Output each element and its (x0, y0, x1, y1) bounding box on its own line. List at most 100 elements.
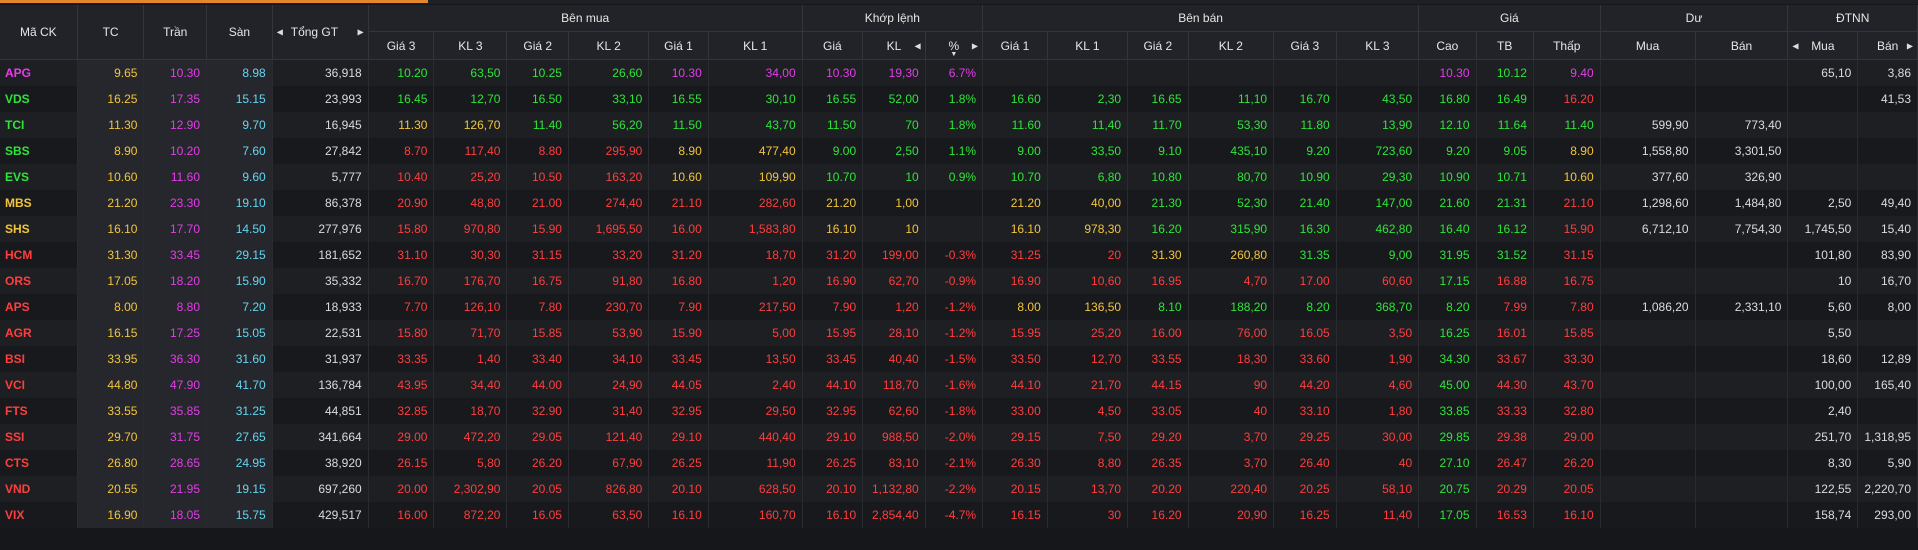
cell-symbol[interactable]: AGR (0, 320, 78, 346)
col-sell-price2[interactable]: Giá 2 (1127, 31, 1189, 60)
cell-high-price: 45.00 (1418, 372, 1477, 398)
cell-low-price: 11.40 (1533, 112, 1601, 138)
scroll-left-icon[interactable]: ◀ (914, 41, 921, 50)
cell-buy-price3: 43.95 (368, 372, 435, 398)
table-row[interactable]: HCM 31.30 33.45 29.15 181,652 31.10 30,30 31.15… (0, 242, 1918, 268)
table-row[interactable]: MBS 21.20 23.30 19.10 86,378 20.90 48,80 21.00 2… (0, 190, 1918, 216)
table-row[interactable]: FTS 33.55 35.85 31.25 44,851 32.85 18,70 32.90 3… (0, 398, 1918, 424)
cell-remain-buy (1600, 268, 1696, 294)
table-row[interactable]: VND 20.55 21.95 19.15 697,260 20.00 2,302,90 20… (0, 476, 1918, 502)
sort-desc-icon[interactable]: ▼ (950, 51, 958, 58)
cell-floor-price: 15.05 (206, 320, 273, 346)
col-foreign-buy[interactable]: ◀ Mua (1787, 31, 1859, 60)
cell-match-vol: 199,00 (862, 242, 926, 268)
table-row[interactable]: CTS 26.80 28.65 24.95 38,920 26.15 5,80 26.20 67… (0, 450, 1918, 476)
cell-symbol[interactable]: APS (0, 294, 78, 320)
table-row[interactable]: VIX 16.90 18.05 15.75 429,517 16.00 872,20 16.0… (0, 502, 1918, 528)
col-sell-vol3[interactable]: KL 3 (1336, 31, 1420, 60)
col-buy-vol3[interactable]: KL 3 (433, 31, 508, 60)
col-foreign-sell[interactable]: Bán ▶ (1857, 31, 1918, 60)
col-symbol[interactable]: Mã CK (0, 5, 78, 60)
cell-sell-price2: 9.10 (1127, 138, 1189, 164)
cell-buy-vol3: 126,10 (433, 294, 508, 320)
scroll-right-icon[interactable]: ▶ (1906, 41, 1913, 50)
cell-sell-price3: 33.60 (1273, 346, 1337, 372)
scroll-right-icon[interactable]: ▶ (971, 41, 979, 50)
cell-match-price: 29.10 (802, 424, 864, 450)
col-match-pct[interactable]: % ▼ ▶ (925, 31, 984, 60)
table-row[interactable]: VDS 16.25 17.35 15.15 23,993 16.45 12,70 16.50 3… (0, 86, 1918, 112)
cell-symbol[interactable]: CTS (0, 450, 78, 476)
cell-match-pct: 6.7% (925, 59, 984, 86)
cell-buy-price2: 15.85 (506, 320, 569, 346)
cell-remain-buy (1600, 59, 1696, 86)
col-sell-price1[interactable]: Giá 1 (982, 31, 1048, 60)
cell-symbol[interactable]: VIX (0, 502, 78, 528)
cell-buy-vol1: 477,40 (708, 138, 803, 164)
table-row[interactable]: SSI 29.70 31.75 27.65 341,664 29.00 472,20 29.0… (0, 424, 1918, 450)
col-ref[interactable]: TC (77, 5, 145, 60)
scroll-left-icon[interactable]: ◀ (276, 27, 283, 37)
col-total-label: Tổng GT (290, 25, 339, 39)
col-match-price[interactable]: Giá (802, 31, 864, 60)
cell-sell-vol3: 13,90 (1336, 112, 1420, 138)
col-buy-price3[interactable]: Giá 3 (368, 31, 435, 60)
scroll-right-icon[interactable]: ▶ (357, 27, 364, 37)
cell-sell-price2: 44.15 (1127, 372, 1189, 398)
scroll-left-icon[interactable]: ◀ (1792, 41, 1799, 50)
col-buy-vol1[interactable]: KL 1 (708, 31, 803, 60)
table-row[interactable]: APS 8.00 8.80 7.20 18,933 7.70 126,10 7.80 230,7… (0, 294, 1918, 320)
table-row[interactable]: AGR 16.15 17.25 15.05 22,531 15.80 71,70 15.85 5… (0, 320, 1918, 346)
cell-symbol[interactable]: VDS (0, 86, 78, 112)
cell-symbol[interactable]: HCM (0, 242, 78, 268)
cell-symbol[interactable]: SBS (0, 138, 78, 164)
col-floor[interactable]: Sàn (206, 5, 273, 60)
col-avg[interactable]: TB (1476, 31, 1534, 60)
col-sell-price3[interactable]: Giá 3 (1273, 31, 1337, 60)
col-total[interactable]: ◀ Tổng GT ▶ (272, 5, 369, 60)
cell-symbol[interactable]: MBS (0, 190, 78, 216)
cell-buy-price3: 31.10 (368, 242, 435, 268)
table-row[interactable]: EVS 10.60 11.60 9.60 5,777 10.40 25,20 10.50 163… (0, 164, 1918, 190)
cell-symbol[interactable]: VND (0, 476, 78, 502)
col-label: KL 1 (1075, 38, 1100, 53)
col-ref-label: TC (102, 25, 119, 39)
cell-symbol[interactable]: TCI (0, 112, 78, 138)
cell-symbol[interactable]: FTS (0, 398, 78, 424)
col-match-vol[interactable]: KL ◀ (862, 31, 926, 60)
cell-floor-price: 41.70 (206, 372, 273, 398)
col-high[interactable]: Cao (1418, 31, 1477, 60)
col-ceil[interactable]: Trần (143, 5, 208, 60)
table-row[interactable]: APG 9.65 10.30 8.98 36,918 10.20 63,50 10.25 26,… (0, 59, 1918, 86)
table-row[interactable]: BSI 33.95 36.30 31.60 31,937 33.35 1,40 33.40 34… (0, 346, 1918, 372)
cell-symbol[interactable]: APG (0, 59, 78, 86)
col-remain-sell[interactable]: Bán (1695, 31, 1789, 60)
cell-match-pct: -2.1% (925, 450, 984, 476)
col-sell-vol2[interactable]: KL 2 (1188, 31, 1275, 60)
cell-symbol[interactable]: SHS (0, 216, 78, 242)
col-buy-price1[interactable]: Giá 1 (648, 31, 709, 60)
table-row[interactable]: VCI 44.80 47.90 41.70 136,784 43.95 34,40 44.00… (0, 372, 1918, 398)
cell-sell-price3: 9.20 (1273, 138, 1337, 164)
cell-high-price: 31.95 (1418, 242, 1477, 268)
cell-symbol[interactable]: ORS (0, 268, 78, 294)
table-row[interactable]: SHS 16.10 17.70 14.50 277,976 15.80 970,80 15.9… (0, 216, 1918, 242)
cell-buy-vol3: 71,70 (433, 320, 508, 346)
cell-symbol[interactable]: SSI (0, 424, 78, 450)
col-sell-vol1[interactable]: KL 1 (1047, 31, 1129, 60)
table-row[interactable]: TCI 11.30 12.90 9.70 16,945 11.30 126,70 11.40 5… (0, 112, 1918, 138)
cell-match-pct: -1.6% (925, 372, 984, 398)
col-buy-price2[interactable]: Giá 2 (506, 31, 569, 60)
cell-sell-price2: 16.65 (1127, 86, 1189, 112)
col-remain-buy[interactable]: Mua (1600, 31, 1696, 60)
table-row[interactable]: SBS 8.90 10.20 7.60 27,842 8.70 117,40 8.80 295,… (0, 138, 1918, 164)
cell-symbol[interactable]: VCI (0, 372, 78, 398)
cell-symbol[interactable]: EVS (0, 164, 78, 190)
col-low[interactable]: Thấp (1533, 31, 1601, 60)
table-row[interactable]: ORS 17.05 18.20 15.90 35,332 16.70 176,70 16.75… (0, 268, 1918, 294)
cell-sell-price3 (1273, 59, 1337, 86)
cell-remain-sell (1695, 59, 1789, 86)
cell-symbol[interactable]: BSI (0, 346, 78, 372)
cell-low-price: 15.90 (1533, 216, 1601, 242)
col-buy-vol2[interactable]: KL 2 (568, 31, 650, 60)
